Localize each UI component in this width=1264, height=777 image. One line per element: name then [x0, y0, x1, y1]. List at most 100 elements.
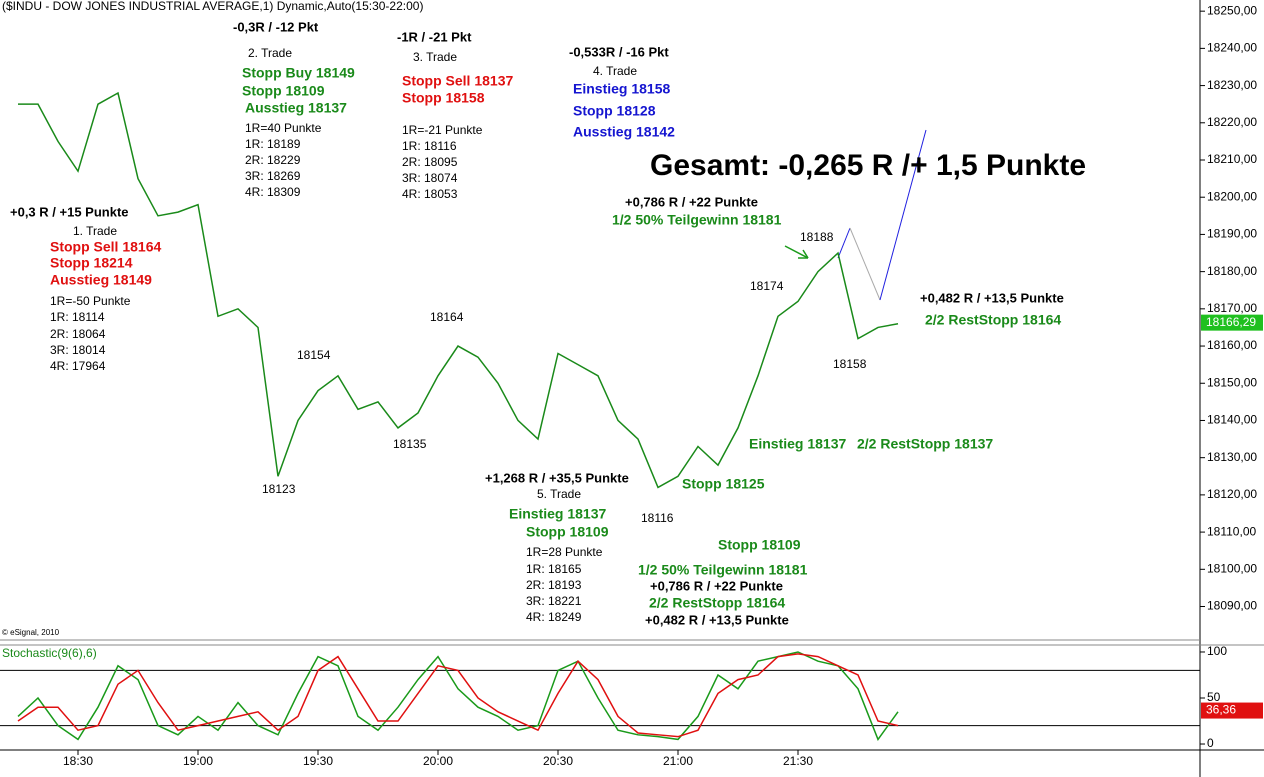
annotation: 2/2 RestStopp 18164 — [649, 595, 785, 611]
annotation: Stopp Buy 18149 — [242, 65, 355, 81]
y-tick-label: 18170,00 — [1207, 301, 1257, 315]
annotation: 18174 — [750, 279, 784, 293]
y-tick-label: 18150,00 — [1207, 375, 1257, 389]
y-tick-label: 18220,00 — [1207, 115, 1257, 129]
y-tick-label: 18250,00 — [1207, 3, 1257, 17]
current-value-label: 18166,29 — [1206, 315, 1256, 329]
annotation: Stopp Sell 18137 — [402, 73, 513, 89]
x-tick-label: 19:30 — [303, 754, 333, 768]
annotation: 3R: 18014 — [50, 343, 106, 357]
annotation: 18116 — [641, 511, 674, 525]
y-tick-label: 18210,00 — [1207, 152, 1257, 166]
y-tick-label: 18100,00 — [1207, 561, 1257, 575]
y-tick-label: 18230,00 — [1207, 78, 1257, 92]
annotation: 2R: 18193 — [526, 578, 582, 592]
arrow-head — [798, 249, 809, 259]
annotation: 18158 — [833, 357, 867, 371]
annotation: 1R=40 Punkte — [245, 121, 322, 135]
annotation: 1R: 18189 — [245, 137, 301, 151]
annotation: 1R: 18116 — [402, 139, 457, 153]
x-tick-label: 18:30 — [63, 754, 93, 768]
annotation: +1,268 R / +35,5 Punkte — [485, 470, 629, 485]
annotation: 3. Trade — [413, 50, 457, 64]
annotation: 18135 — [393, 437, 427, 451]
annotation: 18188 — [800, 230, 834, 244]
y-tick-label: 18120,00 — [1207, 487, 1257, 501]
annotation: 3R: 18269 — [245, 169, 301, 183]
y-tick-label: 18240,00 — [1207, 41, 1257, 55]
annotation: 1R=-50 Punkte — [50, 294, 131, 308]
annotation: Ausstieg 18137 — [245, 100, 347, 116]
annotation: 1/2 50% Teilgewinn 18181 — [638, 562, 808, 578]
annotation: 1. Trade — [73, 224, 117, 238]
x-tick-label: 20:00 — [423, 754, 453, 768]
price-line — [17, 653, 899, 738]
annotation: 1R=-21 Punkte — [402, 123, 483, 137]
arrow — [784, 245, 809, 259]
annotation: +0,3 R / +15 Punkte — [10, 204, 129, 219]
annotation: Einstieg 18137 — [749, 436, 846, 452]
annotation: 4R: 17964 — [50, 359, 106, 373]
drawn-line — [837, 227, 851, 259]
drawn-line — [849, 227, 881, 301]
y-tick-label: 18180,00 — [1207, 264, 1257, 278]
annotation: 1R: 18114 — [50, 310, 105, 324]
price-line — [18, 91, 899, 489]
x-tick-label: 20:30 — [543, 754, 573, 768]
annotation: Stopp 18109 — [718, 537, 801, 553]
annotation: Stopp 18214 — [50, 255, 133, 271]
annotation: 3R: 18221 — [526, 594, 582, 608]
x-tick-label: 21:30 — [783, 754, 813, 768]
indicator-title: Stochastic(9(6),6) — [2, 646, 97, 660]
y-tick-label: 18090,00 — [1207, 599, 1257, 613]
annotation: Gesamt: -0,265 R /+ 1,5 Punkte — [650, 149, 1086, 182]
annotation: Einstieg 18158 — [573, 81, 670, 97]
annotation: 2. Trade — [248, 46, 292, 60]
y-tick-label: 18200,00 — [1207, 189, 1257, 203]
annotation: 18123 — [262, 482, 296, 496]
annotation: 5. Trade — [537, 487, 581, 501]
y-tick-label: 18110,00 — [1207, 524, 1256, 538]
chart-title: ($INDU - DOW JONES INDUSTRIAL AVERAGE,1)… — [2, 0, 423, 13]
annotation: 4. Trade — [593, 64, 637, 78]
annotation: 2R: 18229 — [245, 153, 301, 167]
annotation: Stopp 18128 — [573, 103, 656, 119]
annotation: 4R: 18249 — [526, 610, 582, 624]
current-value-label: 36,36 — [1206, 703, 1236, 717]
annotation: 1R=28 Punkte — [526, 545, 603, 559]
annotation: 2R: 18064 — [50, 327, 106, 341]
annotation: 18154 — [297, 348, 331, 362]
annotation: -0,533R / -16 Pkt — [569, 44, 669, 59]
annotation: Stopp 18109 — [242, 83, 325, 99]
y-tick-label: 18140,00 — [1207, 413, 1257, 427]
annotation: +0,482 R / +13,5 Punkte — [645, 612, 789, 627]
annotation: -1R / -21 Pkt — [397, 29, 472, 44]
x-tick-label: 21:00 — [663, 754, 693, 768]
annotation: 1R: 18165 — [526, 562, 582, 576]
annotation: Ausstieg 18149 — [50, 272, 152, 288]
y-tick-label: 18160,00 — [1207, 338, 1257, 352]
credit: © eSignal, 2010 — [2, 628, 60, 637]
annotation: Stopp 18109 — [526, 524, 609, 540]
annotation: Einstieg 18137 — [509, 506, 606, 522]
annotation: Stopp 18125 — [682, 476, 765, 492]
annotation: 18164 — [430, 310, 464, 324]
y-tick-label: 18130,00 — [1207, 450, 1257, 464]
annotation: Ausstieg 18142 — [573, 124, 675, 140]
annotation: 2R: 18095 — [402, 155, 458, 169]
annotation: 2/2 RestStopp 18137 — [857, 436, 993, 452]
y-tick-label: 0 — [1207, 736, 1214, 750]
annotation: 1/2 50% Teilgewinn 18181 — [612, 212, 782, 228]
annotation: +0,482 R / +13,5 Punkte — [920, 290, 1064, 305]
annotation: +0,786 R / +22 Punkte — [650, 578, 783, 593]
x-tick-label: 19:00 — [183, 754, 213, 768]
y-tick-label: 100 — [1207, 644, 1227, 658]
annotation: 4R: 18309 — [245, 185, 301, 199]
y-tick-label: 18190,00 — [1207, 227, 1257, 241]
y-tick-label: 50 — [1207, 690, 1221, 704]
annotation: +0,786 R / +22 Punkte — [625, 194, 758, 209]
annotation: Stopp Sell 18164 — [50, 239, 161, 255]
drawn-line — [879, 129, 927, 301]
